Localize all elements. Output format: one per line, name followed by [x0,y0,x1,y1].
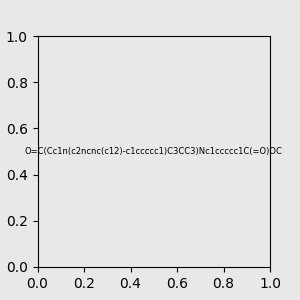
Text: O=C(Cc1n(c2ncnc(c12)-c1ccccc1)C3CC3)Nc1ccccc1C(=O)OC: O=C(Cc1n(c2ncnc(c12)-c1ccccc1)C3CC3)Nc1c… [25,147,283,156]
